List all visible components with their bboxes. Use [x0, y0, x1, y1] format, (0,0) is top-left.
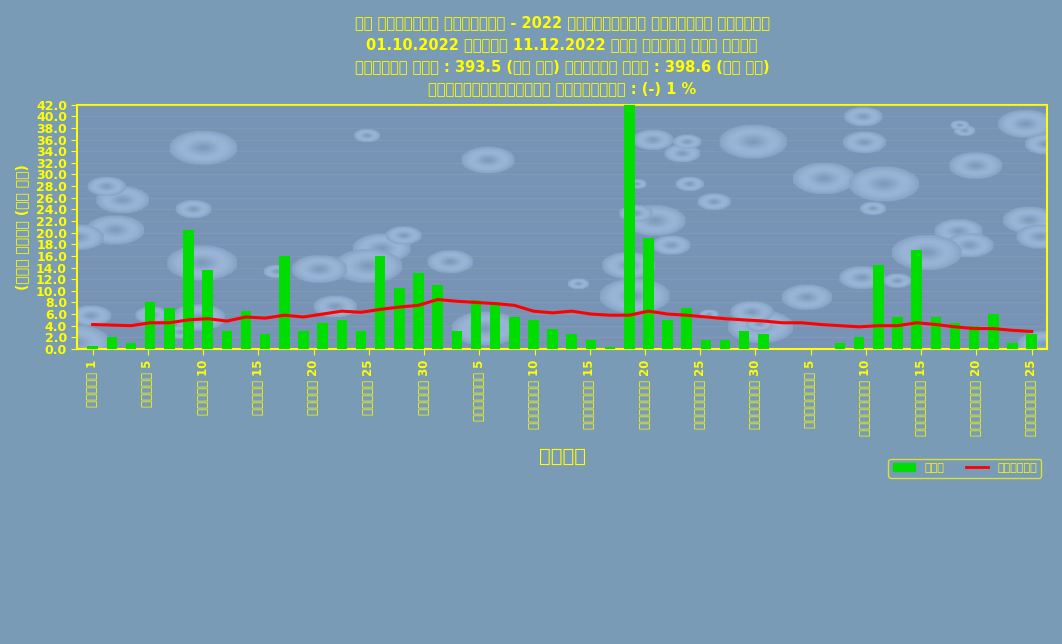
Bar	[106, 337, 117, 349]
Bar	[298, 332, 309, 349]
Bar	[949, 323, 960, 349]
Bar	[260, 334, 271, 349]
Bar	[1026, 334, 1037, 349]
Bar	[720, 340, 731, 349]
Bar	[509, 317, 519, 349]
Bar	[356, 332, 366, 349]
Title: வட கிழக்கு பருவமழை - 2022 தமிழ்நாடு மற்றும் புதுவை
01.10.2022 முதல் 11.12.2022 வ: வட கிழக்கு பருவமழை - 2022 தமிழ்நாடு மற்ற…	[355, 15, 770, 97]
Bar	[394, 288, 405, 349]
Bar	[375, 256, 386, 349]
Bar	[930, 317, 941, 349]
Bar	[432, 285, 443, 349]
Bar	[892, 317, 903, 349]
Bar	[701, 340, 712, 349]
Bar	[835, 343, 845, 349]
Bar	[624, 105, 634, 349]
Bar	[911, 250, 922, 349]
Bar	[663, 320, 673, 349]
X-axis label: நாள்: நாள்	[538, 447, 585, 466]
Bar	[470, 299, 481, 349]
Bar	[585, 340, 596, 349]
Bar	[203, 270, 213, 349]
Bar	[644, 238, 654, 349]
Bar	[279, 256, 290, 349]
Bar	[87, 346, 98, 349]
Bar	[758, 334, 769, 349]
Bar	[528, 320, 538, 349]
Bar	[988, 314, 998, 349]
Bar	[164, 308, 174, 349]
Bar	[451, 332, 462, 349]
Bar	[241, 311, 252, 349]
Bar	[605, 347, 615, 349]
Bar	[566, 334, 577, 349]
Bar	[873, 265, 884, 349]
Bar	[413, 273, 424, 349]
Bar	[547, 328, 558, 349]
Bar	[184, 230, 193, 349]
Bar	[739, 332, 750, 349]
Bar	[1007, 343, 1017, 349]
Bar	[337, 320, 347, 349]
Y-axis label: (மழை அளவு (மி மீ): (மழை அளவு (மி மீ)	[15, 164, 29, 290]
Bar	[144, 303, 155, 349]
Bar	[854, 337, 864, 349]
Bar	[318, 323, 328, 349]
Bar	[682, 308, 692, 349]
Bar	[222, 332, 233, 349]
Bar	[490, 303, 500, 349]
Bar	[969, 326, 979, 349]
Bar	[125, 343, 136, 349]
Legend: மழை, இயல்பு: மழை, இயல்பு	[889, 459, 1042, 478]
